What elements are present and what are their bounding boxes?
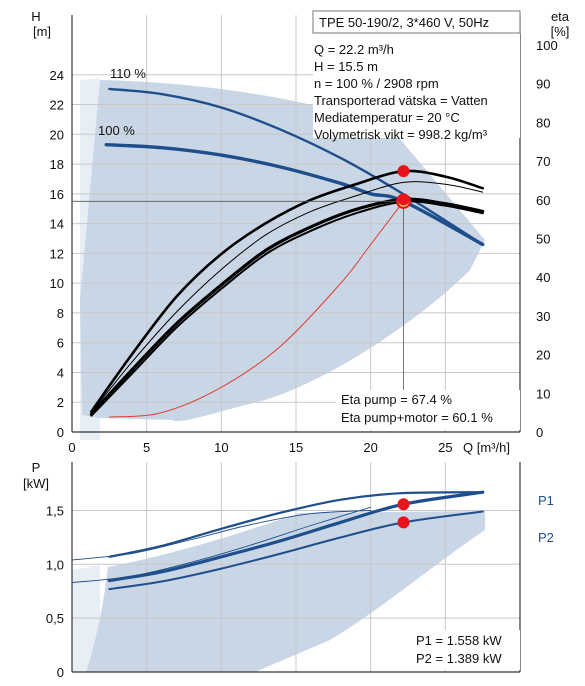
x-tick-label-15: 15 [289, 440, 303, 455]
curve-eta-pump-motor [89, 197, 485, 416]
curve-eta-pump-motor-2 [90, 200, 484, 417]
curve-eta-pump-thin [90, 181, 484, 414]
info-lines: Q = 22.2 m³/h H = 15.5 m n = 100 % / 290… [314, 42, 488, 142]
chart-title: TPE 50-190/2, 3*460 V, 50Hz [319, 15, 489, 30]
info-head: H = 15.5 m [314, 59, 378, 74]
y-axis-unit: [m] [33, 24, 51, 39]
x-tick-label-0: 0 [68, 440, 75, 455]
y2-tick-label-70: 70 [536, 154, 550, 169]
y2-axis-label: eta [551, 9, 570, 24]
eta-pump-motor-annotation: Eta pump+motor = 60.1 % [341, 410, 493, 425]
bottom-operating-area [86, 511, 485, 672]
y-tick-label-22: 22 [50, 98, 64, 113]
y-tick-label-24: 24 [50, 68, 64, 83]
curve-eta-pump [90, 169, 484, 413]
top-x-tick-labels: 0 5 10 15 20 25 [68, 440, 452, 455]
y2-tick-label-10: 10 [536, 386, 550, 401]
power-axis-label: P [32, 460, 41, 475]
y-tick-label-0: 0 [57, 425, 64, 440]
power-plot: 0 0,5 1,0 1,5 P [kW] P1 P2 P1 = 1.558 kW P2… [23, 460, 554, 680]
y2-tick-label-40: 40 [536, 270, 550, 285]
top-y2-tick-labels: 0 10 20 30 40 50 60 70 80 90 100 [536, 38, 558, 440]
title-box [312, 10, 521, 34]
p2-annotation: P2 = 1.389 kW [416, 651, 502, 666]
y2-tick-label-80: 80 [536, 115, 550, 130]
p1-annotation: P1 = 1.558 kW [416, 633, 502, 648]
bottom-y-tick-label-1: 0,5 [46, 611, 64, 626]
curve-p1-max [108, 491, 484, 558]
y-tick-label-4: 4 [57, 365, 64, 380]
y2-tick-label-100: 100 [536, 38, 558, 53]
curve-thin-2 [71, 506, 372, 584]
x-tick-label-10: 10 [214, 440, 228, 455]
eta-pump-annotation: Eta pump = 67.4 % [341, 392, 452, 407]
power-annotation-box [410, 630, 520, 670]
y-tick-label-18: 18 [50, 157, 64, 172]
y2-tick-label-20: 20 [536, 348, 550, 363]
bottom-y-tick-label-0: 0 [57, 665, 64, 680]
y2-axis-unit: [%] [551, 24, 570, 39]
label-100-percent: 100 % [98, 123, 135, 138]
legend-p1: P1 [538, 493, 554, 508]
y-tick-label-20: 20 [50, 127, 64, 142]
legend-p2: P2 [538, 530, 554, 545]
y-axis-label: H [31, 9, 40, 24]
y2-tick-label-30: 30 [536, 309, 550, 324]
y-tick-label-2: 2 [57, 395, 64, 410]
eta-annotation-box [336, 390, 520, 430]
y-tick-label-12: 12 [50, 246, 64, 261]
power-axis-unit: [kW] [23, 476, 49, 491]
info-temperature: Mediatemperatur = 20 °C [314, 110, 460, 125]
y2-tick-label-90: 90 [536, 77, 550, 92]
x-axis-label: Q [m³/h] [463, 440, 510, 455]
y-tick-label-16: 16 [50, 187, 64, 202]
y-tick-label-14: 14 [50, 217, 64, 232]
y2-tick-label-60: 60 [536, 193, 550, 208]
info-speed: n = 100 % / 2908 rpm [314, 76, 439, 91]
bottom-y-tick-label-3: 1,5 [46, 503, 64, 518]
power-point-marker-2 [397, 516, 410, 529]
x-tick-label-20: 20 [363, 440, 377, 455]
x-tick-label-25: 25 [438, 440, 452, 455]
top-markers [395, 165, 412, 209]
info-liquid: Transporterad vätska = Vatten [314, 93, 488, 108]
info-density: Volymetrisk vikt = 998.2 kg/m³ [314, 127, 488, 142]
y2-tick-label-50: 50 [536, 232, 550, 247]
y-tick-label-8: 8 [57, 306, 64, 321]
y2-tick-label-0: 0 [536, 425, 543, 440]
bottom-y-tick-label-2: 1,0 [46, 557, 64, 572]
curve-system-curve [108, 200, 404, 418]
info-flow: Q = 22.2 m³/h [314, 42, 394, 57]
bottom-markers [397, 498, 410, 529]
eta-point-marker-1 [397, 165, 410, 178]
y-tick-label-10: 10 [50, 276, 64, 291]
top-operating-area [80, 80, 485, 422]
bottom-y-tick-labels: 0 0,5 1,0 1,5 [46, 503, 64, 680]
x-tick-label-5: 5 [143, 440, 150, 455]
y-tick-label-6: 6 [57, 336, 64, 351]
label-110-percent: 110 % [110, 66, 146, 81]
curve-thin-1 [71, 510, 372, 561]
power-point-marker-1 [397, 498, 410, 511]
eta-point-marker-2 [397, 193, 410, 206]
